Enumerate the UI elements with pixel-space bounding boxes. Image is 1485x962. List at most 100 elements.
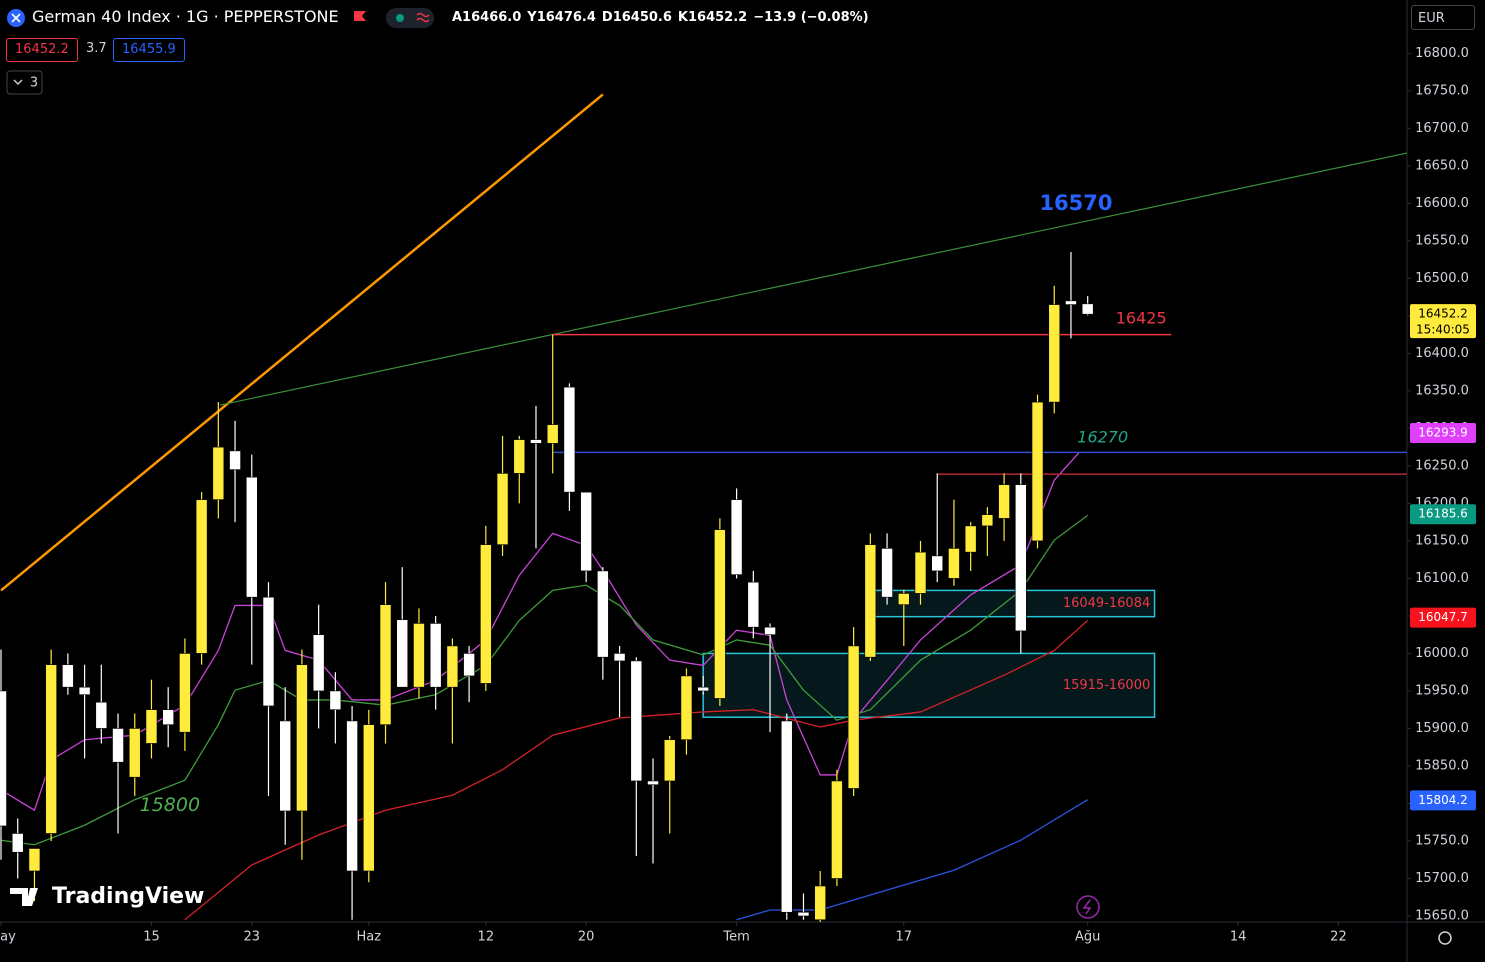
- y-tick-label: 15900.0: [1415, 721, 1469, 736]
- zone: [702, 652, 1156, 718]
- candle-body: [897, 593, 910, 605]
- plot-area: 16049-16084 15915-16000 16570 16425 16270 158…: [0, 93, 1407, 922]
- price-tag: [1410, 304, 1476, 339]
- flag-icon[interactable]: [354, 11, 366, 21]
- spread: 3.7: [86, 41, 107, 56]
- candle-body: [881, 548, 893, 598]
- chart-title: German 40 Index · 1G · PEPPERSTONE: [32, 7, 339, 26]
- annotation: 16570: [1039, 191, 1112, 215]
- candle-body: [0, 690, 7, 827]
- axes: 15650.015700.015750.015800.015850.015900…: [0, 46, 1476, 945]
- x-tick-label: Tem: [722, 930, 749, 945]
- candle-body: [396, 619, 409, 688]
- y-tick-label: 16100.0: [1415, 571, 1469, 586]
- candle-body: [647, 780, 659, 786]
- candle-body: [11, 833, 24, 853]
- candle-body: [1065, 300, 1077, 305]
- candle-body: [864, 544, 877, 658]
- buy-price[interactable]: 16455.9: [113, 38, 185, 62]
- candle-body: [914, 551, 927, 594]
- candle-body: [797, 911, 810, 917]
- candle-body: [112, 728, 124, 763]
- candle-body: [964, 525, 977, 553]
- ohlc-low: D16450.6: [601, 10, 672, 25]
- y-tick-label: 15700.0: [1415, 871, 1469, 886]
- candle-body: [212, 446, 225, 500]
- logo-mark: [10, 888, 38, 906]
- symbol-icon-glyph: [11, 13, 21, 23]
- candle-body: [630, 660, 643, 782]
- candle-body: [28, 848, 41, 872]
- annotation: 16270: [1077, 428, 1128, 447]
- sell-price[interactable]: 16452.2: [6, 38, 78, 62]
- candle-body: [680, 675, 693, 741]
- candle-body: [379, 604, 392, 725]
- zone-label: 15915-16000: [1063, 678, 1150, 693]
- candle-body: [429, 623, 442, 688]
- chevron-icon: [13, 79, 23, 85]
- candle-body: [563, 386, 576, 493]
- moving-average: [0, 514, 1089, 846]
- candle-body: [78, 686, 91, 695]
- candle-body: [530, 439, 542, 444]
- ohlc-legend: A16466.0 Y16476.4 D16450.6 K16452.2 −13.9 (−…: [452, 10, 875, 25]
- candle-body: [831, 780, 843, 879]
- currency-select[interactable]: EUR: [1411, 5, 1475, 30]
- y-tick-label: 16550.0: [1415, 233, 1469, 248]
- candle-body: [45, 664, 57, 834]
- candle-body: [931, 555, 944, 572]
- x-tick-label: 17: [896, 930, 913, 945]
- candle-body: [463, 653, 475, 677]
- candle-body: [312, 634, 325, 692]
- candle-body: [1031, 401, 1044, 542]
- candle-body: [1048, 304, 1061, 403]
- candle-body: [613, 653, 626, 662]
- price-tag-label: 16185.6: [1418, 507, 1468, 521]
- status-pill[interactable]: [386, 8, 434, 28]
- candle-body: [580, 491, 592, 572]
- candle-body: [814, 885, 827, 921]
- candle-body: [296, 664, 308, 812]
- candle-body: [780, 720, 793, 913]
- trend-line: [219, 152, 1407, 406]
- candle-body: [279, 720, 292, 812]
- candle-body: [128, 728, 141, 778]
- candle-body: [764, 626, 776, 635]
- candle-body: [496, 473, 509, 545]
- settings-icon[interactable]: [1438, 931, 1452, 945]
- y-tick-label: 16600.0: [1415, 196, 1469, 211]
- y-tick-label: 16250.0: [1415, 458, 1469, 473]
- event-icon[interactable]: [1076, 895, 1100, 919]
- candle-body: [981, 514, 994, 527]
- indicator-count: 3: [30, 76, 38, 91]
- candle-body: [413, 623, 425, 688]
- x-tick-label: ay: [0, 930, 16, 945]
- candle-body: [162, 709, 175, 725]
- zone-label: 16049-16084: [1063, 596, 1150, 611]
- price-tag-label: 16452.2: [1418, 307, 1468, 321]
- candle-body: [346, 720, 358, 872]
- price-tag-label: 16047.7: [1418, 610, 1468, 624]
- candle-body: [329, 690, 342, 710]
- ohlc-open: A16466.0: [452, 10, 522, 25]
- ohlc-close: K16452.2: [677, 10, 748, 25]
- indicator-toggle[interactable]: [6, 70, 43, 95]
- candle-body: [998, 484, 1010, 519]
- x-tick-label: 15: [143, 930, 160, 945]
- y-tick-label: 16800.0: [1415, 46, 1469, 61]
- candle-body: [1014, 484, 1027, 632]
- y-tick-label: 16500.0: [1415, 271, 1469, 286]
- price-tag: [1410, 504, 1476, 525]
- candle-body: [446, 645, 459, 688]
- ohlc-change: −13.9 (−0.08%): [753, 10, 869, 25]
- moving-average: [0, 451, 1080, 812]
- x-tick-label: 22: [1330, 930, 1347, 945]
- x-tick-label: Haz: [357, 930, 382, 945]
- y-tick-label: 16150.0: [1415, 533, 1469, 548]
- y-tick-label: 15850.0: [1415, 758, 1469, 773]
- candle-body: [730, 499, 743, 575]
- candle-body: [513, 439, 526, 474]
- candle-body: [95, 701, 108, 729]
